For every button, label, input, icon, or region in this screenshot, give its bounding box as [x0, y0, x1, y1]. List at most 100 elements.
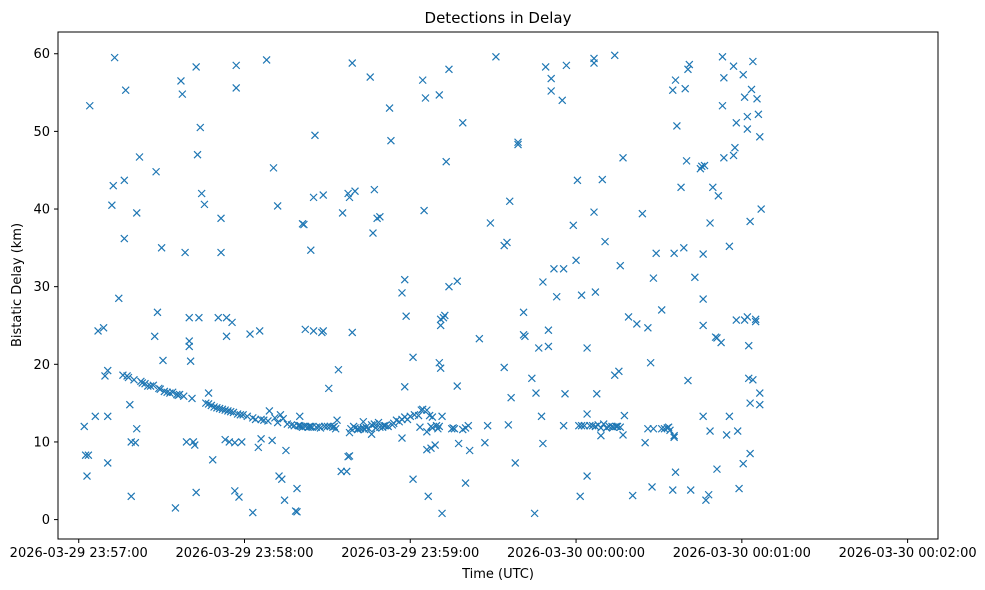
data-point — [221, 406, 230, 415]
data-point — [243, 412, 252, 421]
data-point — [416, 423, 424, 432]
data-point — [559, 264, 568, 273]
data-point — [319, 326, 328, 335]
data-point — [334, 365, 343, 374]
data-point — [226, 407, 235, 416]
data-point — [309, 326, 318, 335]
data-point — [132, 208, 141, 217]
data-point — [138, 379, 147, 387]
data-point — [178, 90, 187, 99]
data-point — [192, 63, 201, 71]
data-point — [699, 295, 708, 304]
data-point — [583, 410, 592, 418]
data-point — [735, 484, 743, 493]
data-point — [527, 374, 536, 383]
data-point — [511, 458, 520, 467]
data-point — [610, 51, 619, 60]
data-point — [124, 373, 133, 382]
data-point — [648, 483, 656, 491]
data-point — [601, 237, 609, 246]
data-point — [171, 504, 180, 512]
data-point — [438, 412, 446, 421]
data-point — [465, 446, 474, 455]
data-point — [257, 415, 266, 424]
data-point — [464, 421, 473, 430]
x-tick-label: 2026-03-30 00:00:00 — [507, 546, 645, 561]
data-point — [398, 288, 406, 297]
data-point — [614, 367, 623, 376]
data-point — [120, 176, 129, 185]
data-point — [507, 393, 516, 402]
data-point — [293, 507, 301, 516]
data-point — [387, 136, 395, 145]
data-point — [643, 424, 652, 433]
data-point — [273, 201, 282, 210]
data-point — [561, 389, 569, 398]
data-point — [733, 427, 742, 436]
data-point — [264, 417, 272, 425]
data-point — [348, 59, 357, 67]
data-point — [433, 424, 442, 433]
data-point — [668, 86, 677, 95]
data-point — [293, 484, 301, 493]
data-point — [359, 417, 368, 426]
data-point — [537, 412, 546, 421]
data-point — [438, 509, 446, 518]
data-point — [730, 143, 739, 152]
data-point — [257, 434, 266, 443]
data-point — [254, 443, 263, 452]
data-point — [409, 353, 417, 362]
data-point — [638, 209, 647, 218]
data-point — [722, 431, 731, 439]
data-point — [685, 60, 694, 69]
data-point — [596, 431, 605, 440]
data-point — [406, 412, 415, 421]
data-point — [757, 205, 766, 213]
plot-area-frame — [57, 31, 939, 540]
data-point — [255, 326, 264, 335]
data-point — [599, 420, 608, 429]
data-point — [628, 491, 637, 500]
y-tick-label: 40 — [33, 203, 50, 218]
data-point — [649, 424, 658, 433]
data-point — [345, 451, 354, 460]
data-point — [121, 86, 130, 95]
data-point — [632, 320, 641, 328]
y-tick-label: 30 — [33, 280, 50, 295]
data-point — [120, 234, 129, 243]
data-point — [204, 389, 213, 397]
data-point — [559, 421, 568, 430]
data-point — [268, 436, 277, 445]
data-point — [699, 321, 708, 330]
data-point — [708, 183, 717, 192]
data-point — [696, 164, 705, 173]
data-point — [367, 420, 376, 429]
data-point — [740, 93, 749, 102]
data-point — [492, 52, 500, 61]
data-point — [461, 479, 470, 488]
data-point — [287, 420, 296, 429]
data-point — [743, 125, 752, 133]
data-point — [94, 326, 102, 335]
data-point — [282, 446, 290, 455]
data-point — [316, 424, 325, 432]
data-point — [309, 193, 318, 202]
data-point — [197, 189, 206, 198]
data-point — [190, 441, 199, 449]
data-point — [398, 434, 406, 442]
data-point — [538, 439, 547, 448]
data-point — [320, 422, 329, 431]
data-point — [748, 57, 757, 66]
data-point — [222, 313, 231, 322]
data-point — [381, 421, 390, 430]
data-point — [576, 492, 585, 501]
data-point — [366, 73, 375, 81]
data-point — [744, 374, 753, 383]
data-point — [306, 246, 315, 255]
data-point — [521, 332, 529, 341]
chart-title: Detections in Delay — [425, 9, 572, 27]
data-point — [646, 358, 655, 367]
data-point — [114, 294, 123, 303]
data-point — [552, 292, 561, 301]
